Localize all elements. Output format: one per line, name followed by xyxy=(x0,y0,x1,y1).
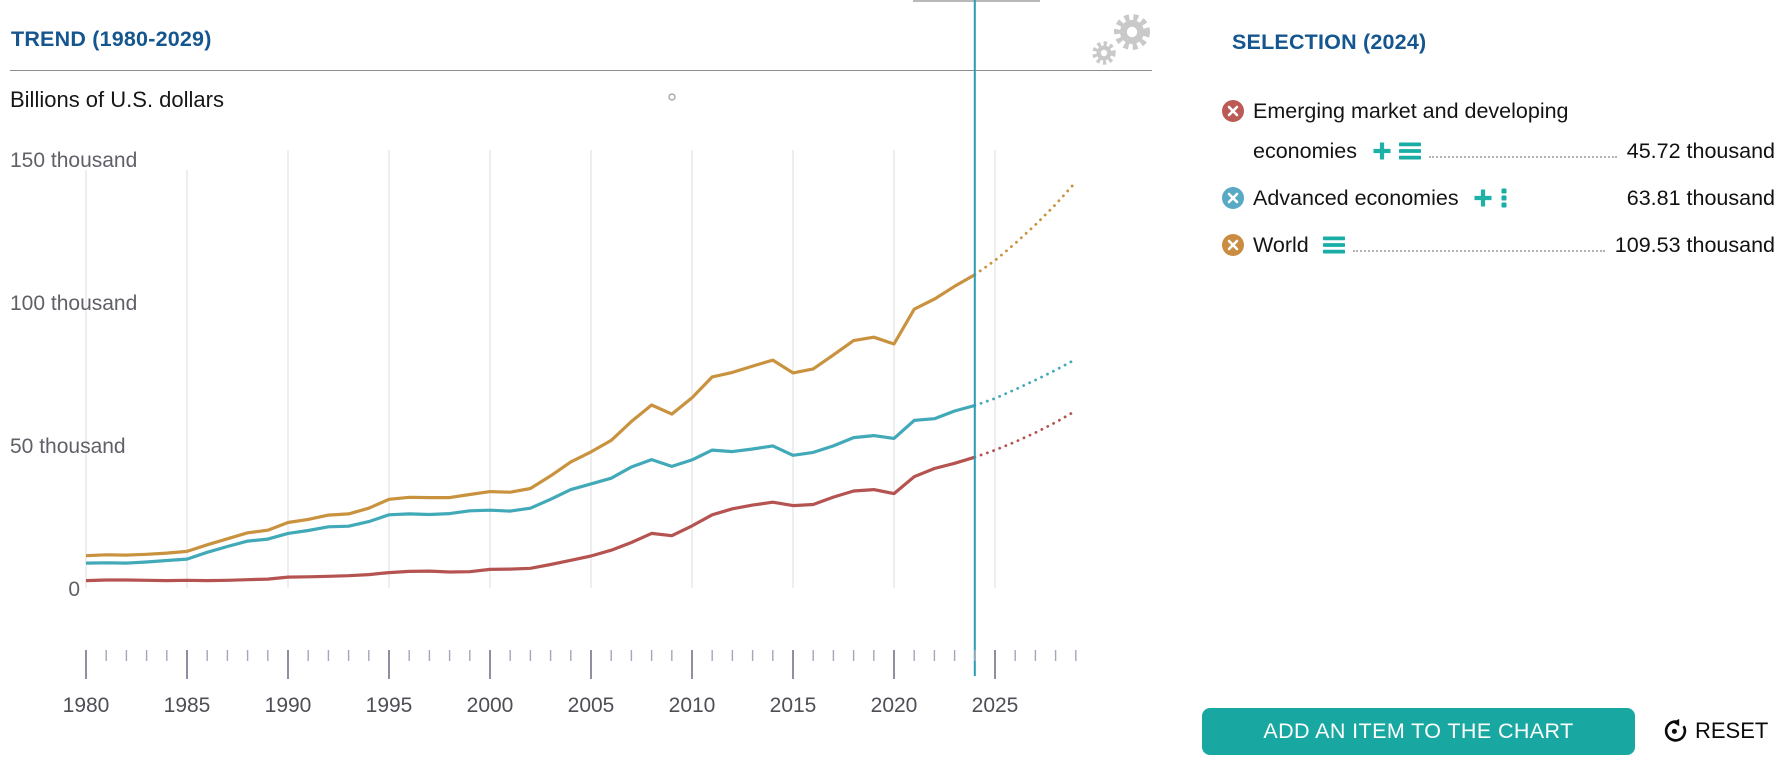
reset-circular-arrow-icon xyxy=(1664,718,1687,742)
trend-chart: 1980 1985 1990 1995 2000 2005 2010 2015 2020 2025… xyxy=(10,0,1078,717)
expand-plus-icon[interactable] xyxy=(1472,187,1494,209)
dotted-leader xyxy=(1352,250,1605,252)
selection-legend: Emerging market and developing economies… xyxy=(1222,91,1775,272)
settings-gear-icon[interactable] xyxy=(1068,4,1158,70)
x-tick-label-1995: 1995 xyxy=(366,694,413,717)
legend-item-value: 63.81 thousand xyxy=(1626,185,1775,210)
x-tick-label-2015: 2015 xyxy=(770,694,817,717)
legend-item-value: 109.53 thousand xyxy=(1614,232,1775,257)
list-menu-icon[interactable] xyxy=(1398,141,1421,161)
x-tick-label-1980: 1980 xyxy=(63,694,110,717)
legend-label-line1: Emerging market and developing xyxy=(1253,91,1775,131)
legend-item-body: Emerging market and developing economies… xyxy=(1253,91,1775,171)
stray-point-marker xyxy=(668,93,676,101)
x-tick-label-2005: 2005 xyxy=(568,694,615,717)
y-tick-label-100: 100 thousand xyxy=(10,292,137,315)
series-projection-advanced-economies[interactable] xyxy=(973,357,1078,407)
series-projection-world[interactable] xyxy=(973,180,1078,277)
legend-item-value: 45.72 thousand xyxy=(1626,138,1775,163)
y-tick-label-0: 0 xyxy=(68,578,80,601)
dotted-leader xyxy=(1428,156,1617,158)
legend-item-label: World xyxy=(1253,232,1309,257)
selection-item-emerging: Emerging market and developing economies… xyxy=(1222,91,1775,171)
x-tick-label-2020: 2020 xyxy=(871,694,918,717)
y-axis-unit-label: Billions of U.S. dollars xyxy=(10,87,224,112)
list-menu-icon[interactable] xyxy=(1322,235,1345,255)
trend-panel-title: TREND (1980-2029) xyxy=(11,27,212,51)
more-options-icon[interactable] xyxy=(1500,188,1508,208)
legend-item-label: economies xyxy=(1253,138,1357,163)
legend-label-line2: economies 45.72 thousand xyxy=(1253,131,1775,171)
expand-plus-icon[interactable] xyxy=(1371,140,1393,162)
remove-item-icon[interactable] xyxy=(1222,234,1244,256)
x-tick-label-1990: 1990 xyxy=(265,694,312,717)
x-tick-label-2010: 2010 xyxy=(669,694,716,717)
x-tick-label-2025: 2025 xyxy=(972,694,1019,717)
reset-button[interactable]: RESET xyxy=(1662,711,1768,751)
x-tick-label-2000: 2000 xyxy=(467,694,514,717)
selection-item-advanced: Advanced economies 63.81 thousand xyxy=(1222,178,1775,218)
reset-label: RESET xyxy=(1695,718,1769,743)
add-item-button[interactable]: ADD AN ITEM TO THE CHART xyxy=(1202,708,1635,755)
legend-item-label: Advanced economies xyxy=(1253,185,1459,210)
series-line-world[interactable] xyxy=(85,273,976,558)
selection-panel-title: SELECTION (2024) xyxy=(1232,30,1427,54)
header-separator xyxy=(10,70,1152,71)
remove-item-icon[interactable] xyxy=(1222,187,1244,209)
remove-item-icon[interactable] xyxy=(1222,100,1244,122)
series-projection-emerging-market-and-developing-economies[interactable] xyxy=(973,409,1078,459)
series-line-emerging-market-and-developing-economies[interactable] xyxy=(85,455,976,583)
selection-item-world: World 109.53 thousand xyxy=(1222,225,1775,265)
series-line-advanced-economies[interactable] xyxy=(85,403,976,565)
x-tick-label-1985: 1985 xyxy=(164,694,211,717)
y-tick-label-150: 150 thousand xyxy=(10,149,137,172)
legend-item-label: Emerging market and developing xyxy=(1253,98,1569,123)
y-tick-label-50: 50 thousand xyxy=(10,435,126,458)
